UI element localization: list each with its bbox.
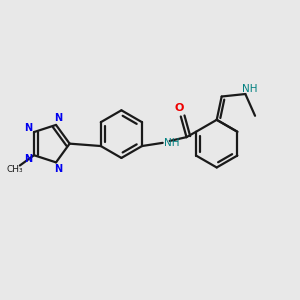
Text: NH: NH — [242, 84, 258, 94]
Text: N: N — [54, 113, 62, 123]
Text: NH: NH — [164, 138, 180, 148]
Text: N: N — [24, 154, 32, 164]
Text: N: N — [54, 164, 62, 174]
Text: N: N — [24, 123, 32, 133]
Text: CH₃: CH₃ — [6, 165, 23, 174]
Text: O: O — [175, 103, 184, 112]
